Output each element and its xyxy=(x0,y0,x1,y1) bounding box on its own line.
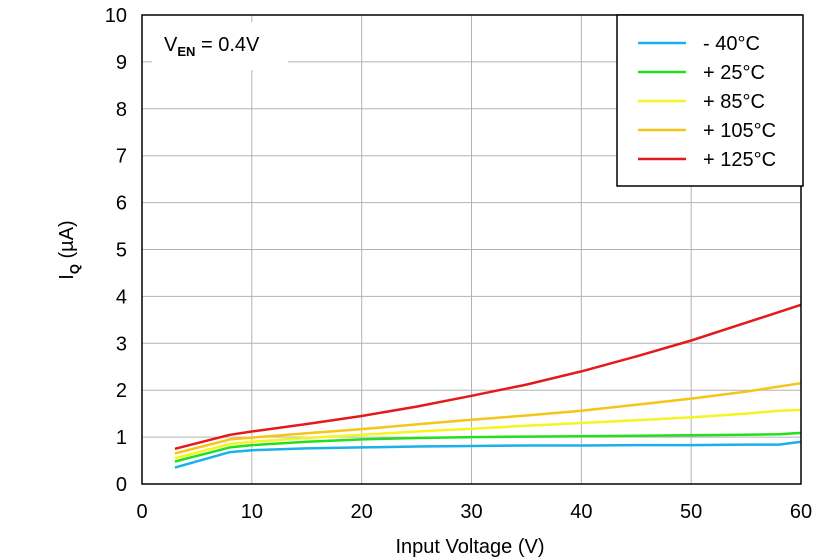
y-axis-label-sub: Q xyxy=(67,264,82,274)
plot-area-border xyxy=(141,14,802,485)
legend-label: + 105°C xyxy=(703,120,776,142)
legend-label: - 40°C xyxy=(703,33,760,55)
y-tick-label: 6 xyxy=(116,193,127,215)
y-tick-label: 4 xyxy=(116,286,127,308)
annotation-sub: EN xyxy=(177,44,195,59)
legend-label: + 85°C xyxy=(703,91,765,113)
annotation-rest: = 0.4V xyxy=(195,34,260,56)
y-tick-label: 9 xyxy=(116,52,127,74)
y-axis-label-main: I xyxy=(56,274,78,280)
y-tick-label: 1 xyxy=(116,427,127,449)
y-axis-label: IQ (µA) xyxy=(56,220,82,279)
y-tick-labels: 0 1 2 3 4 5 6 7 8 9 10 xyxy=(105,5,127,496)
y-tick-label: 2 xyxy=(116,380,127,402)
annotation-box xyxy=(152,22,288,70)
x-tick-label: 20 xyxy=(351,501,373,523)
y-axis-label-rest: (µA) xyxy=(56,220,78,264)
series-group xyxy=(174,303,802,469)
annotation-ven: VEN = 0.4V xyxy=(164,34,260,59)
x-tick-label: 50 xyxy=(680,501,702,523)
series-line xyxy=(174,408,802,460)
y-tick-label: 8 xyxy=(116,99,127,121)
x-tick-label: 0 xyxy=(136,501,147,523)
legend-label: + 125°C xyxy=(703,149,776,171)
y-tick-label: 5 xyxy=(116,240,127,262)
y-tick-label: 0 xyxy=(116,474,127,496)
series-line xyxy=(174,440,802,469)
x-tick-label: 30 xyxy=(460,501,482,523)
series-line xyxy=(174,381,802,455)
series-line xyxy=(174,431,802,463)
y-tick-label: 7 xyxy=(116,146,127,168)
y-tick-label: 10 xyxy=(105,5,127,27)
x-tick-label: 60 xyxy=(790,501,812,523)
x-tick-label: 40 xyxy=(570,501,592,523)
x-tick-labels: 0 10 20 30 40 50 60 xyxy=(136,501,812,523)
x-axis-label: Input Voltage (V) xyxy=(396,536,545,558)
annotation-main: V xyxy=(164,34,178,56)
x-tick-label: 10 xyxy=(241,501,263,523)
legend: - 40°C + 25°C + 85°C + 105°C + 125°C xyxy=(616,14,804,187)
series-line xyxy=(174,303,802,451)
y-tick-label: 3 xyxy=(116,333,127,355)
legend-label: + 25°C xyxy=(703,62,765,84)
